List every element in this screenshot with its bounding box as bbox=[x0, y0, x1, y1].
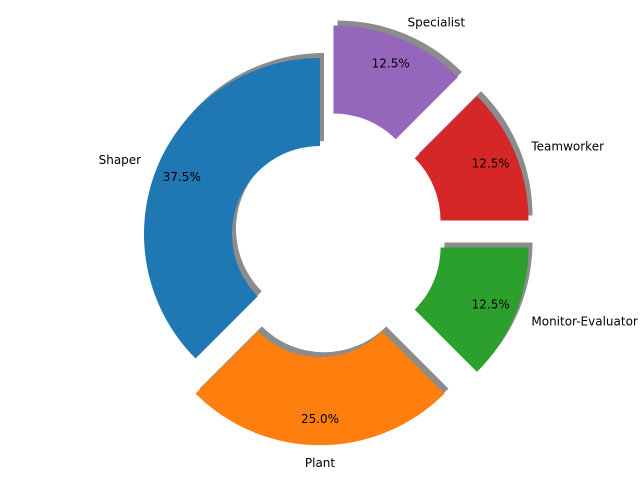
slice-plant bbox=[195, 331, 445, 446]
percent-label-plant: 25.0% bbox=[301, 412, 339, 426]
slice-layer bbox=[144, 25, 529, 446]
percent-label-teamworker: 12.5% bbox=[472, 156, 510, 170]
slice-specialist bbox=[333, 25, 458, 140]
category-label-specialist: Specialist bbox=[408, 16, 466, 30]
category-label-teamworker: Teamworker bbox=[530, 139, 604, 153]
slice-teamworker bbox=[414, 96, 529, 221]
category-label-shaper: Shaper bbox=[99, 153, 142, 167]
category-label-plant: Plant bbox=[305, 456, 336, 470]
percent-label-monitor-evaluator: 12.5% bbox=[472, 298, 510, 312]
percent-label-specialist: 12.5% bbox=[372, 56, 410, 70]
slice-shaper bbox=[144, 58, 320, 359]
label-layer: 37.5% Shaper 25.0% Plant 12.5% Monitor-Evalua… bbox=[99, 16, 638, 470]
category-label-monitor-evaluator: Monitor-Evaluator bbox=[531, 315, 638, 329]
percent-label-shaper: 37.5% bbox=[163, 170, 201, 184]
slice-monitor-evaluator bbox=[414, 247, 529, 372]
